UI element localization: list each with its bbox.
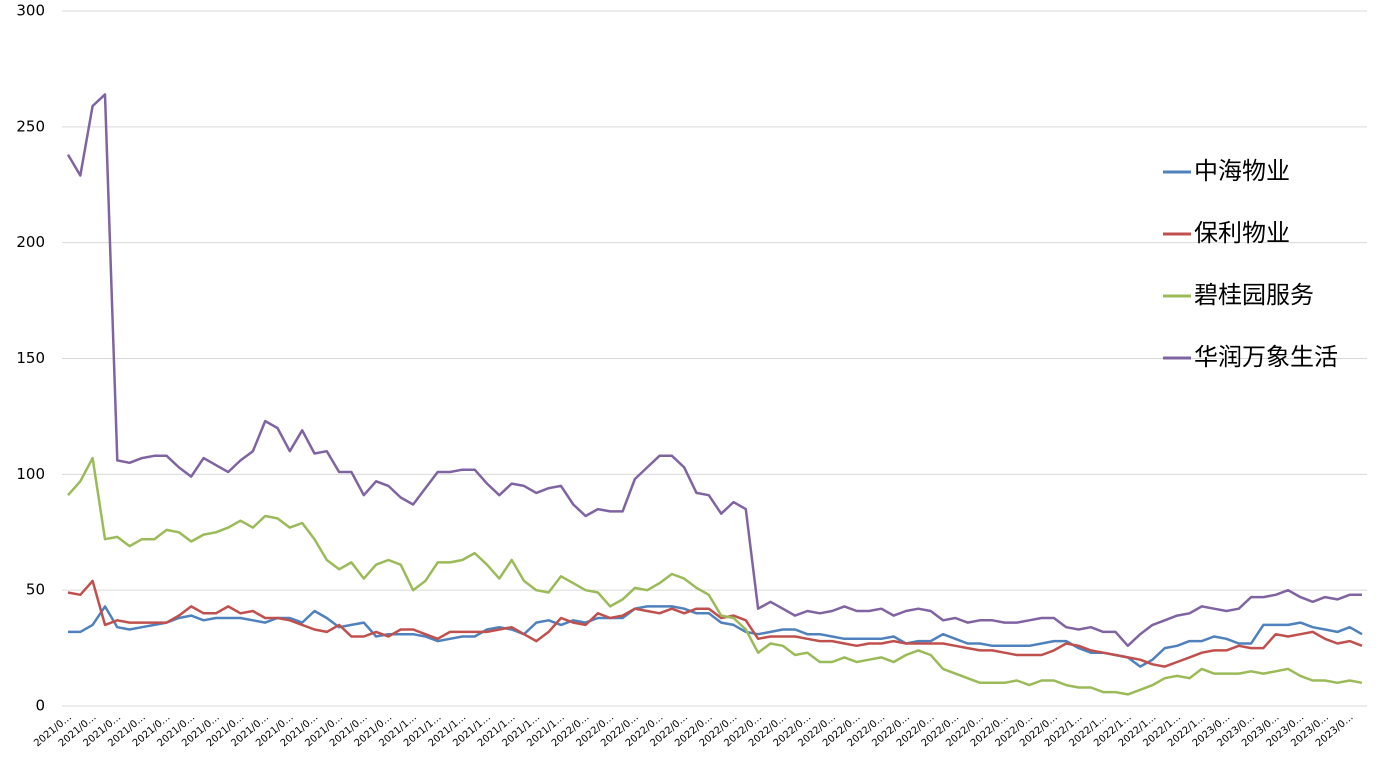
series-line bbox=[67, 456, 1363, 696]
y-tick-label: 50 bbox=[26, 581, 45, 599]
legend-label: 中海物业 bbox=[1194, 157, 1290, 185]
legend-label: 保利物业 bbox=[1194, 219, 1290, 247]
y-tick-label: 300 bbox=[16, 2, 45, 20]
y-tick-label: 150 bbox=[16, 349, 45, 367]
series-line bbox=[66, 93, 1362, 648]
legend-label: 华润万象生活 bbox=[1194, 343, 1338, 371]
y-tick-label: 200 bbox=[16, 233, 45, 251]
y-tick-label: 0 bbox=[35, 697, 45, 715]
series-line bbox=[67, 579, 1363, 668]
y-tick-label: 250 bbox=[16, 117, 45, 135]
legend-label: 碧桂园服务 bbox=[1194, 281, 1314, 309]
y-tick-label: 100 bbox=[16, 465, 45, 483]
